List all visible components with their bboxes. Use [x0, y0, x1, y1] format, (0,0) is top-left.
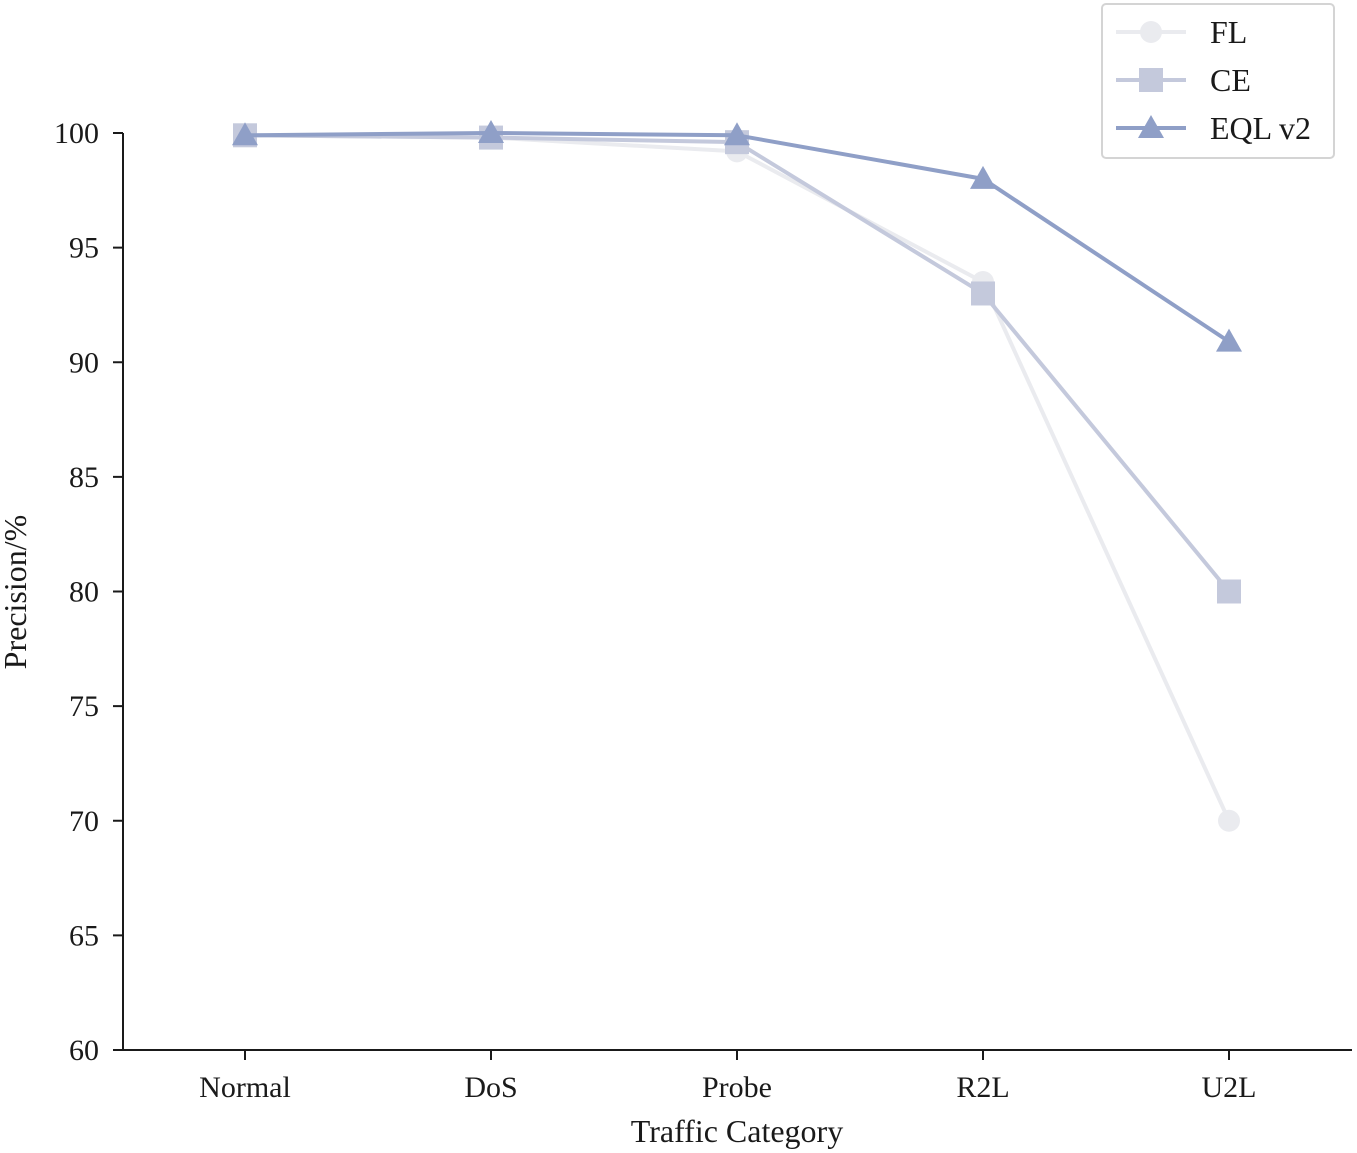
x-tick-label: Normal	[199, 1071, 291, 1104]
y-tick-label: 85	[69, 461, 99, 494]
series-layer	[232, 120, 1242, 832]
series-1	[233, 123, 1241, 604]
x-tick-label: Probe	[702, 1071, 772, 1104]
series-2	[232, 120, 1242, 352]
data-point	[724, 122, 750, 146]
legend-frame	[1101, 3, 1335, 159]
y-tick-label: 80	[69, 576, 99, 609]
legend-label: EQL v2	[1210, 110, 1311, 146]
legend-label: FL	[1210, 14, 1247, 50]
data-point	[478, 120, 504, 143]
series-line	[243, 133, 1231, 823]
y-tick-label: 100	[54, 117, 99, 150]
legend: FL CE EQL v2	[1101, 3, 1335, 159]
x-axis-title: Traffic Category	[631, 1113, 843, 1149]
x-ticks: Normal DoS Probe R2L U2L	[199, 1050, 1257, 1104]
x-tick-label: U2L	[1202, 1071, 1257, 1104]
y-tick-label: 65	[69, 919, 99, 952]
series-0	[234, 124, 1240, 832]
y-tick-label: 75	[69, 690, 99, 723]
data-point	[1218, 809, 1240, 832]
y-tick-label: 90	[69, 346, 99, 379]
y-tick-label: 70	[69, 805, 99, 838]
legend-marker	[1138, 115, 1164, 138]
data-point	[971, 281, 995, 306]
series-line	[243, 133, 1231, 594]
y-tick-label: 95	[69, 232, 99, 265]
data-point	[232, 122, 258, 146]
legend-marker	[1139, 68, 1163, 92]
legend-label: CE	[1210, 62, 1251, 98]
x-tick-label: DoS	[464, 1071, 517, 1104]
axes	[122, 133, 1352, 1051]
legend-items: FL CE EQL v2	[1116, 14, 1311, 146]
x-tick-label: R2L	[956, 1071, 1009, 1104]
legend-entry: FL	[1116, 14, 1247, 50]
data-point	[970, 165, 996, 189]
legend-entry: EQL v2	[1116, 110, 1311, 146]
series-line	[243, 131, 1231, 344]
legend-entry: CE	[1116, 62, 1251, 98]
y-axis-title: Precision/%	[0, 515, 33, 670]
y-ticks: 60 65 70 75 80 85 90 95 100	[54, 117, 123, 1067]
legend-marker	[1140, 21, 1162, 43]
y-tick-label: 60	[69, 1034, 99, 1067]
data-point	[1216, 328, 1242, 352]
data-point	[1217, 579, 1241, 604]
